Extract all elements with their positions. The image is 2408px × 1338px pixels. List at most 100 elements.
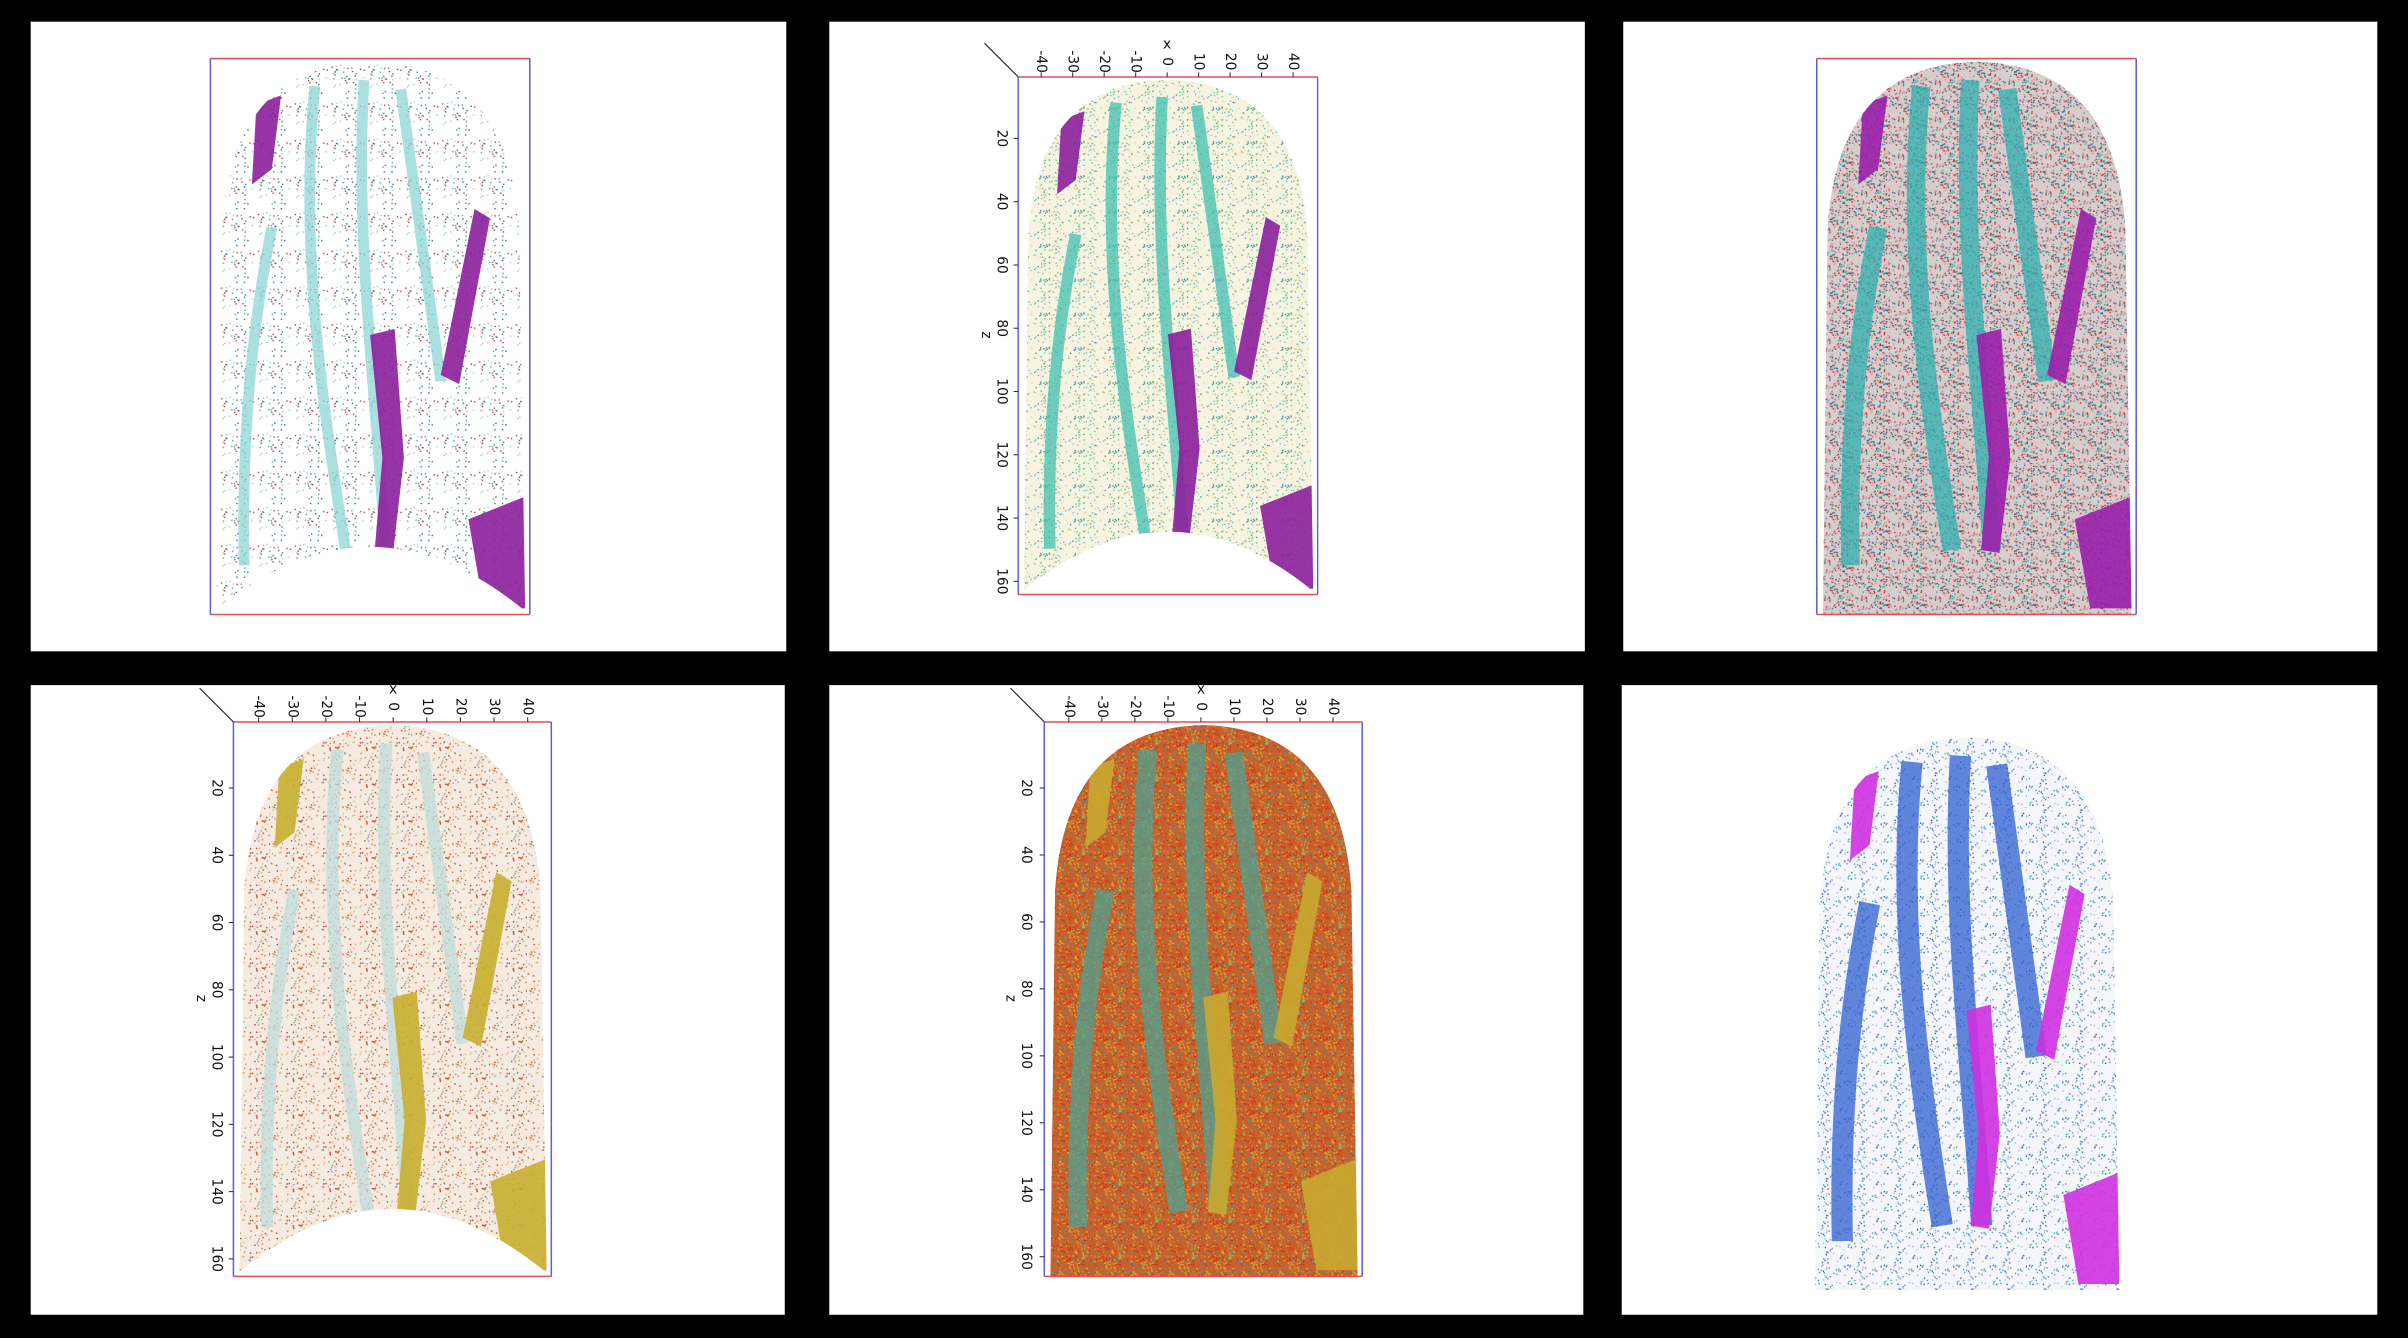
feature-region <box>1234 217 1281 381</box>
point-cloud <box>1815 737 2120 1291</box>
feature-line <box>1043 233 1082 549</box>
tip-reconstruction <box>1043 721 1363 1278</box>
point-cloud <box>216 61 526 615</box>
z-tick-label: 80 <box>209 981 225 999</box>
z-tick-label: 40 <box>209 846 225 864</box>
tip-reconstruction <box>1815 57 2137 616</box>
z-tick-label: 160 <box>1018 1244 1034 1270</box>
z-tick-label: 40 <box>993 193 1009 211</box>
feature-line <box>1224 751 1283 1045</box>
arc-cut <box>216 546 526 615</box>
z-tick-label: 160 <box>209 1246 225 1272</box>
feature-line <box>1191 104 1240 378</box>
x-tick-label: -10 <box>352 695 368 718</box>
x-tick-label: -20 <box>1127 695 1143 718</box>
x-tick-label: 40 <box>1285 53 1301 71</box>
z-tick-label: 140 <box>209 1178 225 1204</box>
z-tick-label: 120 <box>209 1111 225 1137</box>
x-tick-label: 0 <box>385 702 401 711</box>
z-tick-label: 100 <box>993 378 1009 404</box>
z-tick-label: 140 <box>993 505 1009 531</box>
x-tick-label: 20 <box>1259 698 1275 716</box>
feature-region <box>2036 884 2085 1060</box>
point-cloud <box>1023 79 1314 595</box>
axis-corner <box>983 42 1019 78</box>
z-tick-label: 20 <box>993 130 1009 148</box>
feature-line <box>1831 901 1881 1242</box>
z-tick-label: 60 <box>209 914 225 932</box>
z-tick-label: 60 <box>993 256 1009 274</box>
x-tick-label: 30 <box>1292 698 1308 716</box>
feature-line <box>260 889 301 1228</box>
x-tick-label: -20 <box>1096 50 1112 73</box>
x-axis-label: x <box>1197 682 1205 698</box>
feature-region <box>1976 328 2011 554</box>
x-tick-label: -10 <box>1160 695 1176 718</box>
point-cloud <box>1822 61 2132 615</box>
feature-region <box>2074 494 2132 609</box>
x-tick-label: -30 <box>284 695 300 718</box>
feature-region <box>1273 872 1323 1047</box>
x-tick-label: 20 <box>452 698 468 716</box>
feature-region <box>462 872 512 1047</box>
x-tick-label: -20 <box>318 695 334 718</box>
feature-region <box>1085 758 1115 848</box>
x-tick-label: 20 <box>1222 53 1238 71</box>
point-cloud <box>1050 725 1358 1277</box>
x-tick-label: -40 <box>251 695 267 718</box>
feature-region <box>1858 95 1888 185</box>
x-tick-label: 40 <box>520 698 536 716</box>
tip-reconstruction <box>1815 737 2120 1291</box>
feature-line <box>326 748 374 1214</box>
tip-reconstruction <box>1017 76 1319 596</box>
z-tick-label: 80 <box>993 319 1009 337</box>
feature-region <box>251 95 282 185</box>
x-tick-label: 0 <box>1193 702 1209 711</box>
feature-region <box>1057 111 1085 195</box>
feature-line <box>1986 763 2047 1059</box>
z-tick-label: 20 <box>209 779 225 797</box>
arc-cut <box>239 1208 547 1277</box>
feature-line <box>1906 85 1961 552</box>
x-tick-label: -30 <box>1094 695 1110 718</box>
z-tick-label: 140 <box>1018 1177 1034 1203</box>
feature-region <box>370 328 404 554</box>
feature-region <box>1203 991 1237 1216</box>
z-axis-label: z <box>978 331 994 338</box>
x-tick-label: -40 <box>1033 50 1049 73</box>
z-tick-label: 120 <box>993 442 1009 468</box>
x-tick-label: -40 <box>1061 695 1077 718</box>
feature-region <box>2063 1170 2120 1285</box>
x-tick-label: 10 <box>1226 698 1242 716</box>
z-tick-label: 160 <box>993 568 1009 594</box>
z-tick-label: 80 <box>1018 980 1034 998</box>
feature-line <box>416 751 469 1045</box>
z-tick-label: 60 <box>1018 913 1034 931</box>
feature-region <box>1301 1156 1358 1271</box>
feature-line <box>1896 760 1953 1228</box>
arc-cut <box>1023 531 1314 595</box>
tip-reconstruction <box>209 57 531 616</box>
x-tick-label: 10 <box>1191 53 1207 71</box>
feature-line <box>1998 87 2057 383</box>
x-tick-label: 0 <box>1159 57 1175 66</box>
feature-region <box>1849 771 1879 861</box>
point-cloud <box>239 725 547 1277</box>
feature-region <box>490 1156 547 1271</box>
feature-region <box>1167 328 1200 538</box>
feature-region <box>1966 1004 2000 1229</box>
x-axis-label: x <box>1163 37 1171 53</box>
feature-line <box>395 88 447 382</box>
feature-line <box>1840 225 1888 566</box>
x-axis-label: x <box>389 682 397 698</box>
x-tick-label: 40 <box>1325 698 1341 716</box>
feature-line <box>1133 748 1188 1214</box>
z-axis-label: z <box>1003 995 1019 1002</box>
x-tick-label: 30 <box>486 698 502 716</box>
z-axis-label: z <box>193 995 209 1002</box>
tip-reconstruction <box>232 721 553 1278</box>
feature-line <box>304 85 351 551</box>
x-tick-label: -10 <box>1128 50 1144 73</box>
z-tick-label: 100 <box>1018 1043 1034 1069</box>
